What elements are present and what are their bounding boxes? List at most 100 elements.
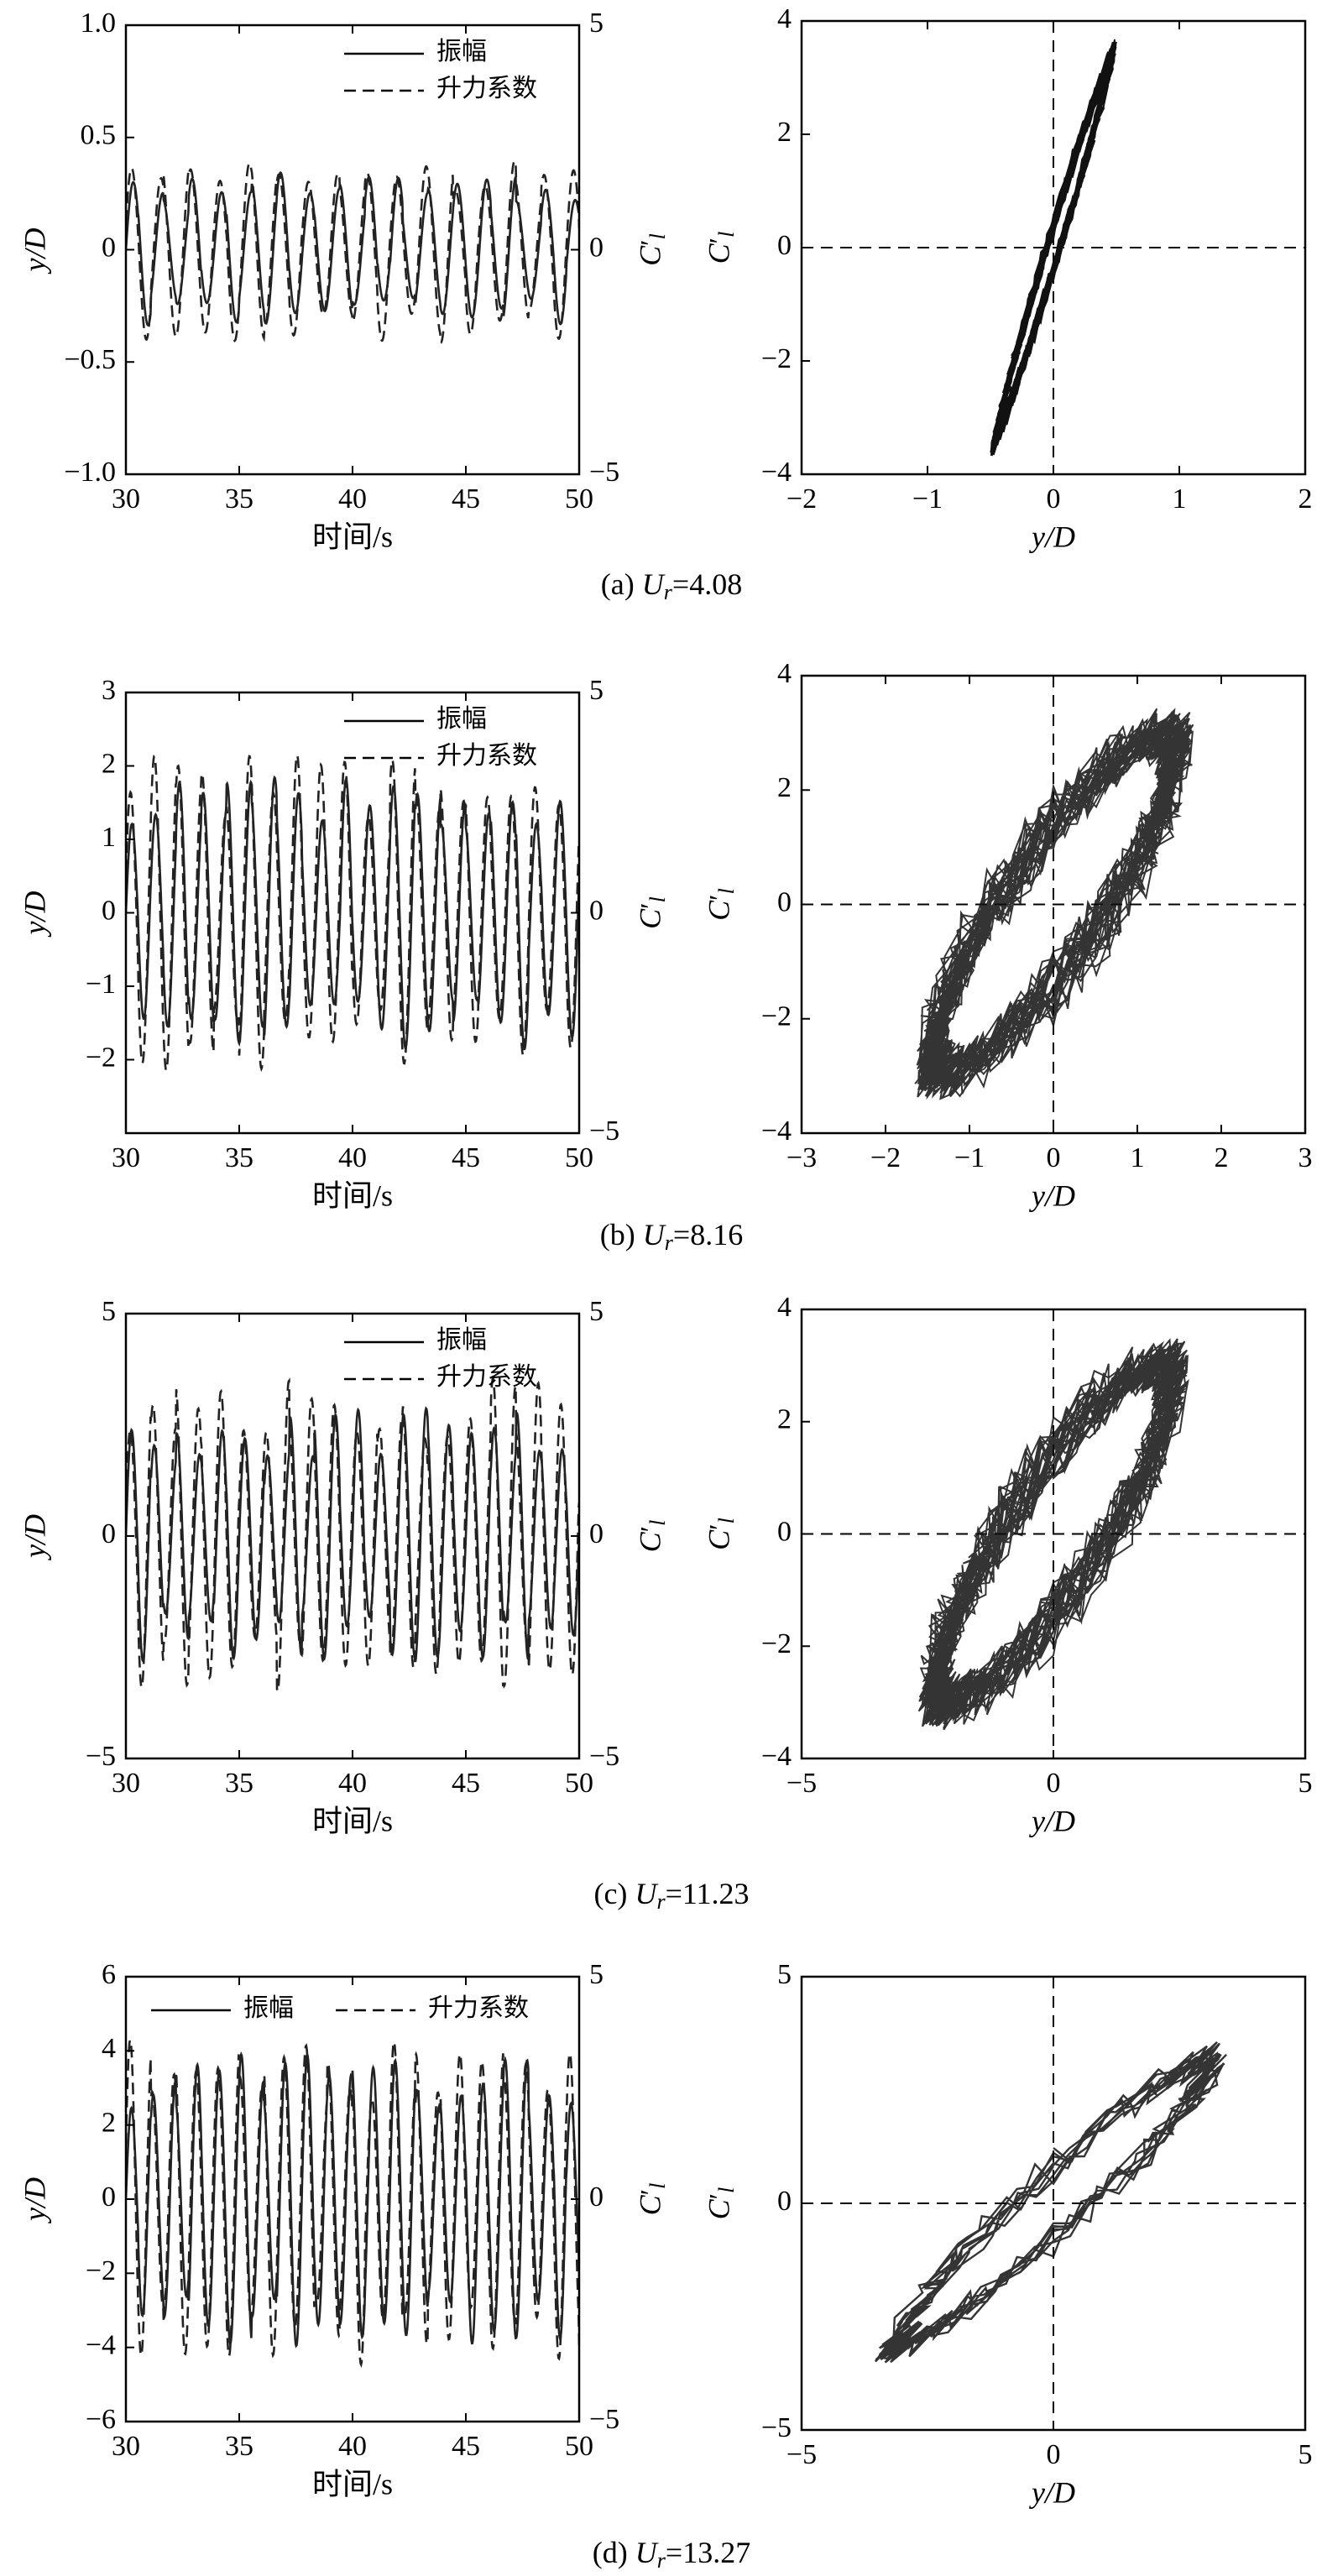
y-tick-label: −5: [761, 2412, 792, 2443]
y-tick-label: 0: [777, 230, 792, 261]
series-line-lift-coefficient: [126, 752, 579, 1074]
phase-trajectory: [914, 708, 1194, 1100]
y-tick-label: 4: [777, 658, 792, 689]
figure-caption: (a) Ur=4.08: [601, 567, 742, 604]
y-tick-label-right: 0: [589, 895, 604, 926]
y-tick-label: −4: [761, 1116, 792, 1147]
figure-caption: (d) Ur=13.27: [593, 2536, 750, 2573]
y-tick-label-right: 0: [589, 1518, 604, 1549]
x-tick-label: 40: [338, 1768, 367, 1799]
y-tick-label: −4: [86, 2329, 116, 2360]
y-tick-label: 0.5: [81, 120, 117, 151]
y-axis-label-cl: C′l: [633, 2183, 670, 2216]
y-tick-label-right: −5: [589, 1116, 619, 1147]
x-tick-label: 40: [338, 483, 367, 515]
y-tick-label: 0: [102, 895, 116, 926]
x-tick-label: 3: [1298, 1142, 1313, 1173]
y-tick-label: 5: [102, 1296, 116, 1327]
y-tick-label-right: 0: [589, 232, 604, 263]
x-axis-label: 时间/s: [312, 2467, 393, 2500]
x-tick-label: −3: [786, 1142, 817, 1173]
y-tick-label: 0: [102, 2182, 116, 2213]
y-tick-label: 0: [102, 1518, 116, 1549]
x-tick-label: −1: [912, 483, 943, 515]
y-tick-label: −2: [86, 1042, 116, 1073]
x-tick-label: 40: [338, 2431, 367, 2462]
y-tick-label: 2: [102, 2107, 116, 2138]
y-tick-label: −5: [86, 1741, 116, 1772]
y-tick-label: −2: [761, 1628, 792, 1659]
x-tick-label: −2: [870, 1142, 901, 1173]
y-axis-label-cl: C′l: [702, 2187, 739, 2220]
x-tick-label: 30: [112, 483, 140, 515]
y-tick-label: −4: [761, 457, 792, 488]
x-tick-label: 0: [1047, 2439, 1061, 2470]
y-tick-label: −2: [761, 343, 792, 374]
x-tick-label: 5: [1298, 2439, 1313, 2470]
x-tick-label: 45: [452, 1142, 480, 1173]
series-line-lift-coefficient: [126, 1375, 579, 1695]
y-tick-label: 1: [102, 822, 116, 853]
y-tick-label-right: 5: [589, 1296, 604, 1327]
series-line-lift-coefficient: [126, 159, 579, 344]
y-tick-label-right: 0: [589, 2182, 604, 2213]
y-axis-label-cl: C′l: [633, 233, 670, 266]
legend-entry: 升力系数: [436, 1363, 537, 1391]
y-tick-label: 4: [777, 3, 792, 34]
x-tick-label: 35: [225, 483, 253, 515]
phase-chart-c-phase: −5 0 5 4 2 0 −2 −4 y/D C′l: [702, 1292, 1312, 1837]
y-tick-label: 6: [102, 1959, 116, 1990]
y-tick-label-right: −5: [589, 2404, 619, 2435]
figure-caption: (c) Ur=11.23: [593, 1877, 749, 1914]
y-tick-label: 1.0: [81, 8, 117, 39]
x-tick-label: 35: [225, 2431, 253, 2462]
phase-trajectory: [917, 1338, 1189, 1731]
legend-entry: 振幅: [436, 705, 487, 733]
x-tick-label: 0: [1047, 1142, 1061, 1173]
legend-entry: 振幅: [243, 1994, 294, 2022]
phase-trajectory: [990, 39, 1117, 457]
y-tick-label: 4: [102, 2033, 116, 2064]
x-axis-label: 时间/s: [312, 1178, 393, 1212]
x-tick-label: 50: [565, 1768, 593, 1799]
x-axis-label: 时间/s: [312, 1804, 393, 1837]
time-series-chart-a-time: 30 35 40 45 501.00.50−0.5−1.050−5时间/sy/D C′l振…: [18, 8, 670, 553]
x-tick-label: 2: [1298, 483, 1313, 515]
legend-entry: 升力系数: [436, 75, 537, 102]
x-tick-label: 0: [1047, 1768, 1061, 1799]
legend-entry: 升力系数: [428, 1994, 529, 2022]
x-tick-label: −1: [954, 1142, 985, 1173]
x-tick-label: 40: [338, 1142, 367, 1173]
y-tick-label-right: −5: [589, 457, 619, 488]
y-axis-label-cl: C′l: [702, 888, 739, 921]
y-axis-label-cl: C′l: [702, 1518, 739, 1550]
y-tick-label: −0.5: [64, 344, 116, 375]
phase-trajectory: [874, 2041, 1227, 2364]
x-axis-label: y/D: [1029, 520, 1075, 553]
y-tick-label: 2: [102, 748, 116, 779]
x-axis-label: y/D: [1029, 1178, 1075, 1212]
x-axis-label: y/D: [1029, 1804, 1075, 1837]
x-axis-label: y/D: [1029, 2475, 1075, 2509]
x-axis-label: 时间/s: [312, 520, 393, 553]
y-axis-label-left: y/D: [18, 1514, 51, 1560]
x-tick-label: 45: [452, 2431, 480, 2462]
y-tick-label: −1: [86, 969, 116, 1000]
y-tick-label-right: −5: [589, 1741, 619, 1772]
x-tick-label: 30: [112, 1142, 140, 1173]
y-axis-label-cl: C′l: [633, 896, 670, 929]
y-axis-label-cl: C′l: [633, 1520, 670, 1553]
x-tick-label: 50: [565, 2431, 593, 2462]
y-axis-label-cl: C′l: [702, 232, 739, 264]
y-tick-label: 3: [102, 675, 116, 706]
y-axis-label-left: y/D: [18, 228, 51, 274]
series-line-amplitude: [126, 171, 579, 327]
x-tick-label: 45: [452, 1768, 480, 1799]
y-tick-label: 4: [777, 1292, 792, 1323]
y-tick-label: 2: [777, 1404, 792, 1435]
y-tick-label: 0: [777, 2186, 792, 2217]
x-tick-label: 30: [112, 2431, 140, 2462]
